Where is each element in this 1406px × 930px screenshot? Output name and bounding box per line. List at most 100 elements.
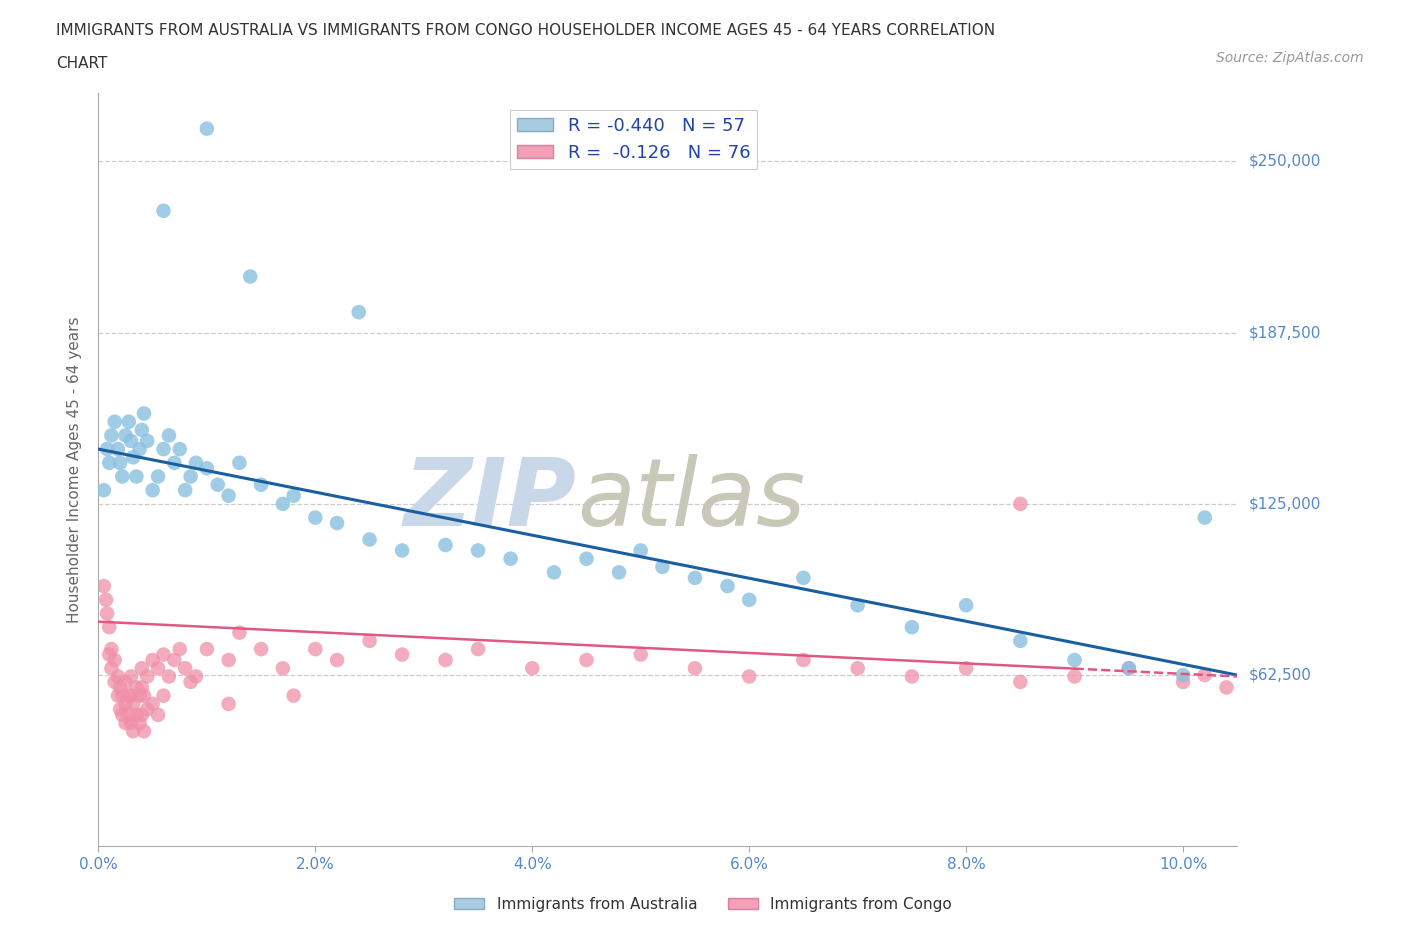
- Point: [131, 422, 153, 437]
- Point: [683, 661, 706, 676]
- Point: [142, 697, 165, 711]
- Point: [195, 121, 218, 136]
- Point: [142, 483, 165, 498]
- Point: [131, 661, 153, 676]
- Point: [108, 680, 131, 695]
- Text: $187,500: $187,500: [1249, 326, 1322, 340]
- Point: [391, 647, 413, 662]
- Point: [163, 456, 186, 471]
- Point: [683, 570, 706, 585]
- Point: [146, 661, 169, 676]
- Point: [1171, 674, 1194, 689]
- Point: [283, 488, 305, 503]
- Point: [239, 269, 262, 284]
- Point: [250, 642, 273, 657]
- Point: [228, 625, 250, 640]
- Point: [169, 642, 191, 657]
- Point: [434, 538, 457, 552]
- Point: [136, 702, 159, 717]
- Point: [359, 532, 381, 547]
- Text: $250,000: $250,000: [1249, 154, 1322, 169]
- Point: [94, 592, 117, 607]
- Point: [93, 578, 115, 593]
- Point: [174, 661, 197, 676]
- Point: [738, 592, 761, 607]
- Point: [128, 442, 150, 457]
- Point: [955, 598, 977, 613]
- Point: [107, 669, 129, 684]
- Point: [326, 653, 349, 668]
- Legend: Immigrants from Australia, Immigrants from Congo: Immigrants from Australia, Immigrants fr…: [447, 891, 959, 918]
- Point: [716, 578, 738, 593]
- Point: [1063, 653, 1085, 668]
- Point: [250, 477, 273, 492]
- Point: [111, 708, 134, 723]
- Point: [118, 688, 141, 703]
- Point: [195, 642, 218, 657]
- Point: [93, 483, 115, 498]
- Point: [228, 456, 250, 471]
- Point: [163, 653, 186, 668]
- Point: [304, 511, 326, 525]
- Point: [122, 697, 145, 711]
- Point: [128, 715, 150, 730]
- Point: [575, 551, 598, 566]
- Point: [218, 697, 240, 711]
- Point: [218, 488, 240, 503]
- Point: [955, 661, 977, 676]
- Point: [132, 688, 155, 703]
- Point: [122, 724, 145, 738]
- Legend: R = -0.440   N = 57, R =  -0.126   N = 76: R = -0.440 N = 57, R = -0.126 N = 76: [510, 110, 758, 169]
- Point: [104, 653, 127, 668]
- Point: [100, 428, 122, 443]
- Point: [846, 598, 869, 613]
- Point: [169, 442, 191, 457]
- Point: [174, 483, 197, 498]
- Point: [391, 543, 413, 558]
- Point: [108, 456, 131, 471]
- Text: $62,500: $62,500: [1249, 668, 1312, 683]
- Point: [1118, 661, 1140, 676]
- Point: [1171, 668, 1194, 683]
- Point: [499, 551, 522, 566]
- Point: [1063, 669, 1085, 684]
- Point: [271, 661, 294, 676]
- Point: [107, 442, 129, 457]
- Text: atlas: atlas: [576, 454, 806, 545]
- Point: [131, 680, 153, 695]
- Point: [120, 715, 142, 730]
- Point: [122, 450, 145, 465]
- Point: [96, 442, 118, 457]
- Point: [107, 688, 129, 703]
- Point: [152, 647, 174, 662]
- Text: IMMIGRANTS FROM AUSTRALIA VS IMMIGRANTS FROM CONGO HOUSEHOLDER INCOME AGES 45 - : IMMIGRANTS FROM AUSTRALIA VS IMMIGRANTS …: [56, 23, 995, 38]
- Point: [630, 543, 652, 558]
- Point: [195, 461, 218, 476]
- Point: [104, 674, 127, 689]
- Point: [142, 653, 165, 668]
- Point: [1194, 668, 1216, 683]
- Point: [96, 606, 118, 621]
- Point: [180, 469, 202, 484]
- Point: [152, 688, 174, 703]
- Point: [271, 497, 294, 512]
- Point: [738, 669, 761, 684]
- Point: [120, 688, 142, 703]
- Point: [1010, 674, 1032, 689]
- Point: [132, 406, 155, 421]
- Text: CHART: CHART: [56, 56, 108, 71]
- Point: [100, 642, 122, 657]
- Point: [114, 674, 136, 689]
- Point: [120, 669, 142, 684]
- Point: [114, 428, 136, 443]
- Point: [180, 674, 202, 689]
- Point: [1194, 511, 1216, 525]
- Point: [326, 515, 349, 530]
- Point: [120, 433, 142, 448]
- Point: [157, 428, 180, 443]
- Point: [114, 697, 136, 711]
- Point: [901, 669, 924, 684]
- Point: [132, 724, 155, 738]
- Point: [98, 456, 121, 471]
- Point: [792, 653, 814, 668]
